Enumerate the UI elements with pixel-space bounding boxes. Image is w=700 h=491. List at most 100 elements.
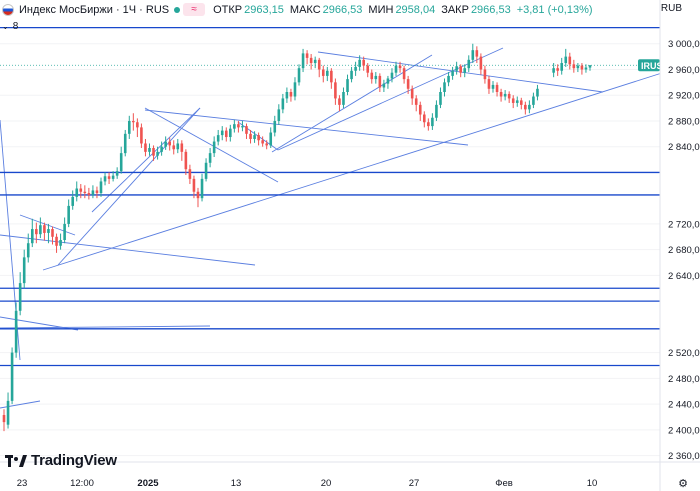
y-tick-label: 2 400,00 xyxy=(668,425,700,436)
candle-body xyxy=(483,69,487,80)
candle-body xyxy=(168,141,171,146)
candle-body xyxy=(342,92,345,105)
candle-body xyxy=(152,147,155,156)
candle-body xyxy=(261,140,264,144)
time-axis[interactable]: 23 12:00 2025 13 20 27 Фев 10 xyxy=(0,461,700,489)
candle-body xyxy=(524,104,527,110)
candle-body xyxy=(511,98,515,103)
candle-body xyxy=(410,88,414,99)
candle-body xyxy=(358,59,361,67)
candle-body xyxy=(87,193,91,195)
currency-label[interactable]: RUB xyxy=(660,3,682,14)
candle-body xyxy=(115,171,119,176)
candle-body xyxy=(176,143,180,150)
high-label: МАКС xyxy=(289,3,321,16)
candle-body xyxy=(26,243,30,258)
compare-icon[interactable]: ≈ xyxy=(183,3,206,16)
candle-body xyxy=(305,53,309,58)
candle-body xyxy=(588,65,592,68)
candle-body xyxy=(6,400,10,425)
candle-body xyxy=(103,176,107,182)
trend-line xyxy=(0,234,256,266)
trend-lines xyxy=(0,47,666,409)
candle-body xyxy=(390,72,394,79)
candle-body xyxy=(224,130,228,138)
candle-body xyxy=(63,223,66,240)
candle-body xyxy=(374,75,378,80)
candle-body xyxy=(132,120,135,123)
candle-body xyxy=(418,104,422,115)
candle-body xyxy=(111,175,115,179)
candle-body xyxy=(59,240,62,246)
candle-body xyxy=(107,176,111,179)
logo-text: TradingView xyxy=(31,452,117,469)
candle-body xyxy=(346,79,349,92)
indicators-row[interactable]: ⌄ 8 xyxy=(2,19,18,33)
y-tick-label: 2 440,00 xyxy=(668,400,700,411)
candle-body xyxy=(293,82,297,97)
candle-body xyxy=(47,229,50,233)
candle-body xyxy=(229,128,232,138)
market-status-icon xyxy=(174,6,181,13)
candle-body xyxy=(257,135,260,141)
candle-body xyxy=(39,225,42,235)
candle-body xyxy=(140,127,143,144)
candle-body xyxy=(580,65,584,70)
candle-body xyxy=(321,69,325,76)
candle-body xyxy=(297,68,301,83)
trend-line xyxy=(144,109,469,146)
candle-body xyxy=(301,53,305,69)
settings-icon[interactable]: ⚙ xyxy=(678,478,688,490)
candle-body xyxy=(402,68,406,80)
candle-body xyxy=(164,141,167,147)
trend-line xyxy=(0,400,41,409)
x-tick-label: 10 xyxy=(587,478,598,489)
candle-body xyxy=(459,66,462,73)
candle-body xyxy=(245,126,248,134)
candle-body xyxy=(216,135,220,142)
symbol-title[interactable]: Индекс МосБиржи · 1Ч · RUS xyxy=(19,3,170,16)
candle-body xyxy=(241,126,244,128)
symbol-badge xyxy=(638,59,660,72)
y-tick-label: 2 640,00 xyxy=(668,271,700,282)
candle-body xyxy=(99,181,103,194)
y-tick-label: 3 000,00 xyxy=(668,39,700,50)
candle-body xyxy=(269,132,273,146)
candles xyxy=(2,43,592,432)
candle-body xyxy=(237,124,240,128)
candle-body xyxy=(560,63,564,71)
x-tick-label: 13 xyxy=(231,478,242,489)
candle-body xyxy=(398,65,402,69)
candle-body xyxy=(467,59,471,69)
trend-line xyxy=(0,316,79,331)
trend-line xyxy=(0,325,211,329)
candle-body xyxy=(495,84,499,92)
candle-body xyxy=(568,56,572,65)
candle-body xyxy=(35,229,38,235)
russia-flag-icon xyxy=(2,3,14,16)
grid xyxy=(0,43,660,457)
price-axis-bg xyxy=(660,0,700,491)
price-axis[interactable]: 3 000,00 2 960,00 2 920,00 2 880,00 2 840,00… xyxy=(659,0,700,491)
candle-body xyxy=(354,66,357,71)
trend-line xyxy=(144,107,279,183)
candle-body xyxy=(532,96,535,105)
candle-body xyxy=(71,196,75,206)
candle-body xyxy=(119,153,123,172)
candle-body xyxy=(552,68,555,73)
candle-body xyxy=(370,72,374,80)
candle-body xyxy=(136,122,139,128)
candle-body xyxy=(172,145,176,150)
chevron-down-icon[interactable]: ⌄ xyxy=(2,21,9,31)
candle-body xyxy=(156,151,159,156)
candle-body xyxy=(22,257,26,284)
high-value: 2966,53 xyxy=(322,3,363,16)
candle-body xyxy=(439,92,442,105)
candle-body xyxy=(249,133,252,139)
candle-body xyxy=(123,133,127,154)
y-tick-label: 2 840,00 xyxy=(668,142,700,153)
candle-body xyxy=(503,93,507,97)
candle-body xyxy=(289,92,293,97)
candle-body xyxy=(196,191,200,199)
